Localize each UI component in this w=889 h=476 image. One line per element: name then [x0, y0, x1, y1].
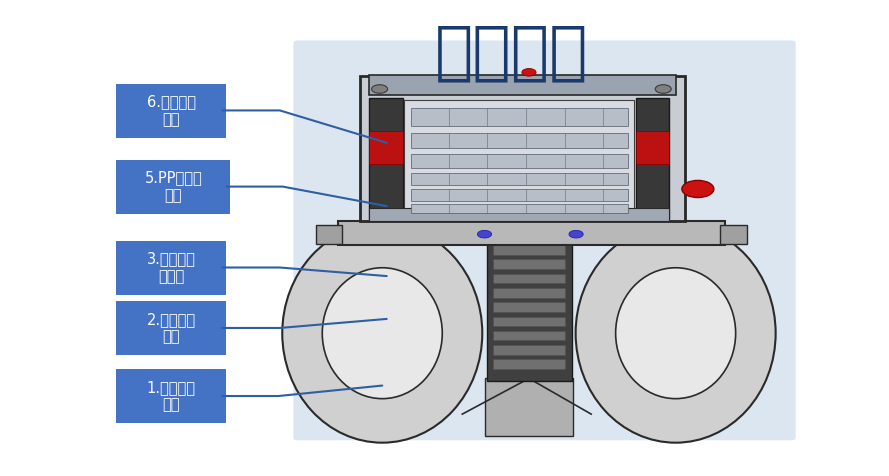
Ellipse shape [576, 224, 776, 443]
Bar [493, 359, 565, 369]
FancyBboxPatch shape [293, 40, 796, 440]
Circle shape [522, 69, 536, 76]
Bar [411, 189, 628, 201]
Bar [493, 345, 565, 355]
Bar [404, 100, 634, 217]
FancyBboxPatch shape [116, 84, 226, 138]
Bar [369, 131, 403, 164]
Ellipse shape [283, 224, 482, 443]
Ellipse shape [615, 268, 736, 399]
Bar [316, 225, 342, 244]
Bar [493, 302, 565, 312]
Bar [720, 225, 747, 244]
FancyBboxPatch shape [116, 241, 226, 295]
Text: 整体布局: 整体布局 [435, 21, 588, 83]
Circle shape [569, 230, 583, 238]
FancyBboxPatch shape [116, 160, 230, 214]
Text: 3.电池帽分
离部件: 3.电池帽分 离部件 [147, 251, 196, 284]
Bar [487, 243, 572, 381]
Bar [493, 259, 565, 269]
Bar [411, 108, 628, 126]
Bar [636, 98, 669, 219]
Circle shape [518, 223, 540, 234]
Bar [636, 131, 669, 164]
Bar [493, 274, 565, 283]
Text: 2.直振供料
部件: 2.直振供料 部件 [147, 312, 196, 345]
FancyBboxPatch shape [360, 76, 685, 221]
Circle shape [372, 85, 388, 93]
Bar [338, 221, 725, 245]
Circle shape [655, 85, 671, 93]
Bar [485, 378, 573, 436]
Ellipse shape [323, 268, 443, 399]
Text: 5.PP取放料
部件: 5.PP取放料 部件 [145, 170, 202, 203]
Circle shape [477, 230, 492, 238]
Bar [411, 204, 628, 213]
FancyBboxPatch shape [116, 301, 226, 355]
Text: 1.圆振供料
部件: 1.圆振供料 部件 [147, 380, 196, 413]
Bar [369, 75, 676, 95]
Bar [411, 154, 628, 168]
Bar [411, 173, 628, 185]
Bar [493, 288, 565, 298]
Bar [369, 208, 669, 221]
Bar [411, 133, 628, 148]
Bar [493, 245, 565, 255]
Circle shape [682, 180, 714, 198]
Bar [369, 98, 403, 219]
Bar [493, 331, 565, 340]
Bar [493, 317, 565, 326]
FancyBboxPatch shape [116, 369, 226, 423]
Text: 6.放料模板
部件: 6.放料模板 部件 [147, 94, 196, 127]
